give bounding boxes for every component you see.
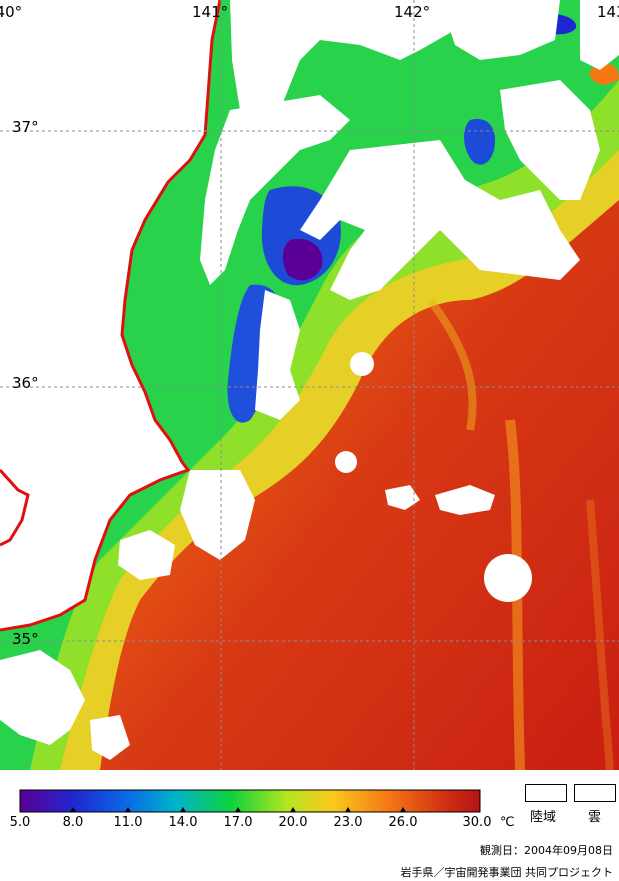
land-legend-label: 陸域 xyxy=(530,810,557,825)
colorbar-tick-label: 30.0 xyxy=(462,815,492,830)
longitude-label-143: 143° xyxy=(597,3,619,21)
inland-coastline xyxy=(0,468,30,547)
colorbar-tick-label: 5.0 xyxy=(9,815,31,830)
colorbar-unit: ℃ xyxy=(500,815,515,830)
longitude-label-142: 142° xyxy=(394,3,431,21)
land-legend-swatch xyxy=(525,784,567,802)
cloud-legend-swatch xyxy=(574,784,616,802)
cloud-legend-label: 雲 xyxy=(588,810,602,825)
colorbar-tick-label: 8.0 xyxy=(62,815,84,830)
colorbar-tick-marks xyxy=(70,807,406,812)
observation-date: 観測日：2004年09月08日 xyxy=(480,844,613,857)
colorbar-tick-label: 17.0 xyxy=(223,815,253,830)
colorbar-tick-label: 20.0 xyxy=(278,815,308,830)
latitude-label-36: 36° xyxy=(12,374,39,392)
land-mask xyxy=(0,0,220,630)
latitude-label-37: 37° xyxy=(12,118,39,136)
coastline xyxy=(0,0,222,632)
colorbar-tick-label: 11.0 xyxy=(113,815,143,830)
colorbar-tick-label: 14.0 xyxy=(168,815,198,830)
cloud-mask xyxy=(0,0,619,760)
longitude-label-141: 141° xyxy=(192,3,229,21)
colorbar-tick-label: 26.0 xyxy=(388,815,418,830)
colorbar xyxy=(19,789,481,813)
colorbar-tick-label: 23.0 xyxy=(333,815,363,830)
graticule xyxy=(0,0,619,770)
longitude-label-140: 140° xyxy=(0,3,23,21)
credit-text: 岩手県／宇宙開発事業団 共同プロジェクト xyxy=(400,866,614,879)
latitude-label-35: 35° xyxy=(12,630,39,648)
